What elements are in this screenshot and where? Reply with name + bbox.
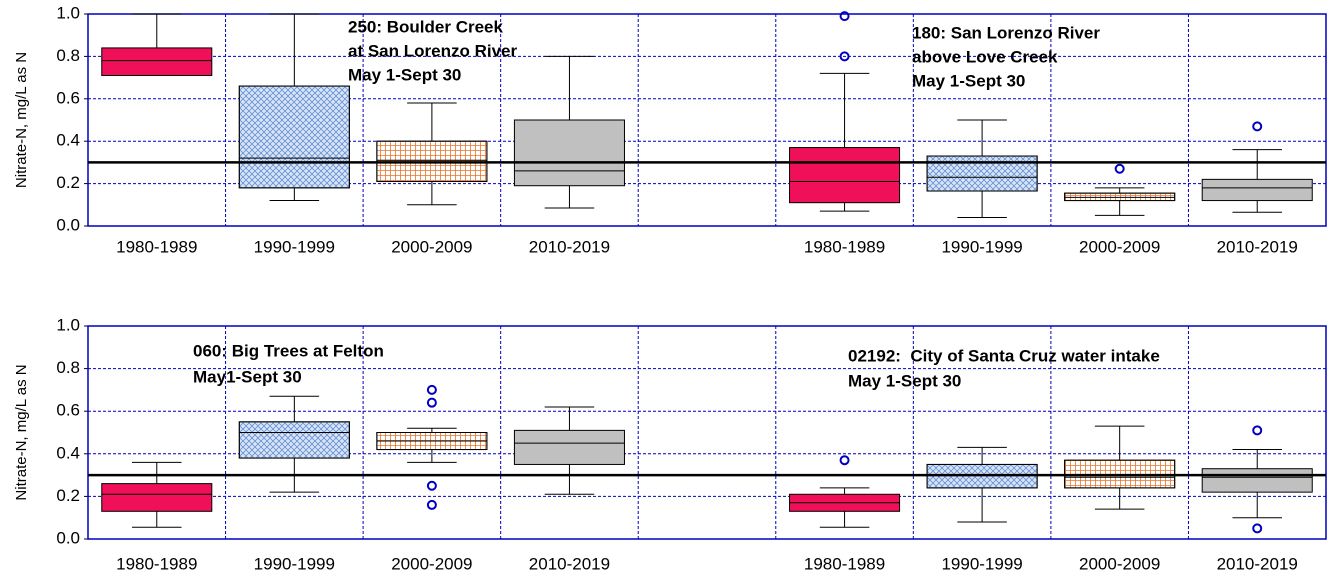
plot-border [87,13,1327,227]
x-tick-label: 1990-1999 [254,237,335,256]
y-tick-label: 0.0 [56,528,80,547]
x-tick-label: 2010-2019 [529,554,610,573]
y-tick-label: 0.6 [56,401,80,420]
annotation: 02192: City of Santa Cruz water intake [848,346,1160,365]
box [789,147,901,204]
x-tick-label: 1980-1989 [804,554,885,573]
outlier [426,480,437,491]
annotation: May 1-Sept 30 [348,65,461,84]
box [513,119,625,187]
y-tick-label: 0.4 [56,443,80,462]
y-axis-label: Nitrate-N, mg/L as N [13,52,30,188]
annotation: above Love Creek [912,47,1058,66]
outlier [1252,121,1263,132]
y-tick-label: 0.0 [56,215,80,234]
box-hatch [238,85,350,189]
outlier [839,455,850,466]
outlier [839,11,850,22]
x-tick-label: 2010-2019 [529,237,610,256]
plot-border [87,325,1327,540]
outlier [426,384,437,395]
x-tick-label: 1980-1989 [116,554,197,573]
outlier [839,51,850,62]
annotation: 060: Big Trees at Felton [193,341,384,360]
annotation: May 1-Sept 30 [848,371,961,390]
outlier [1114,163,1125,174]
box-hatch [1064,192,1176,202]
x-tick-label: 1980-1989 [116,237,197,256]
y-tick-label: 1.0 [56,315,80,334]
x-tick-label: 2010-2019 [1217,237,1298,256]
y-tick-label: 0.8 [56,358,80,377]
x-tick-label: 1980-1989 [804,237,885,256]
x-tick-label: 1990-1999 [941,554,1022,573]
annotation: 180: San Lorenzo River [912,23,1100,42]
y-axis-label: Nitrate-N, mg/L as N [13,364,30,500]
box-hatch [238,421,350,459]
y-tick-label: 0.2 [56,486,80,505]
outlier [426,499,437,510]
x-tick-label: 1990-1999 [254,554,335,573]
annotation: at San Lorenzo River [348,41,517,60]
y-tick-label: 1.0 [56,3,80,22]
box [101,47,213,76]
annotation: May 1-Sept 30 [912,71,1025,90]
x-tick-label: 2010-2019 [1217,554,1298,573]
y-tick-label: 0.6 [56,88,80,107]
outlier [1252,425,1263,436]
x-tick-label: 2000-2009 [1079,554,1160,573]
box [1201,178,1313,202]
outlier [426,397,437,408]
annotation: May1-Sept 30 [193,367,302,386]
y-tick-label: 0.2 [56,173,80,192]
x-tick-label: 2000-2009 [391,554,472,573]
annotation: 250: Boulder Creek [348,17,503,36]
box [101,483,213,512]
x-tick-label: 2000-2009 [391,237,472,256]
x-tick-label: 2000-2009 [1079,237,1160,256]
box [513,429,625,465]
outlier [1252,523,1263,534]
box [1201,468,1313,493]
y-tick-label: 0.4 [56,131,80,150]
x-tick-label: 1990-1999 [941,237,1022,256]
y-tick-label: 0.8 [56,46,80,65]
